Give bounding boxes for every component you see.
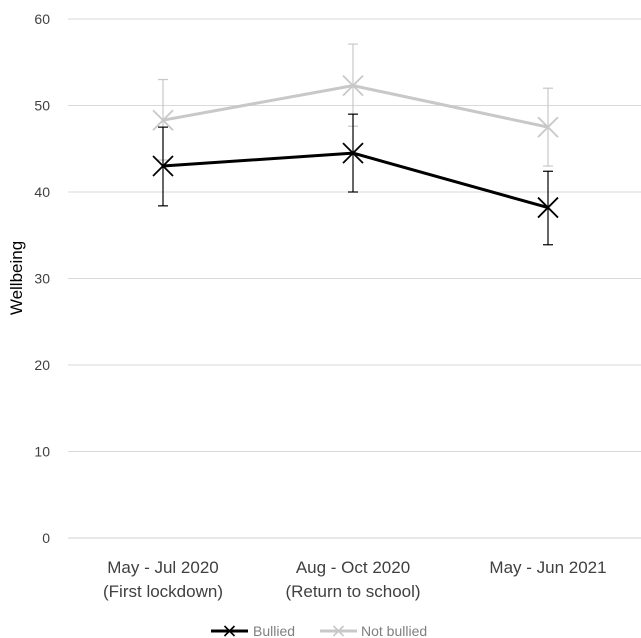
series-line (162, 84, 549, 129)
marker-stroke (342, 142, 364, 164)
marker-stroke (152, 109, 174, 131)
x-category-2: May - Jun 2021 (489, 558, 606, 577)
y-tick-label-20: 20 (34, 357, 50, 373)
x-category-1: Aug - Oct 2020 (Return to school) (285, 558, 420, 601)
y-tick-labels: 0 10 20 30 40 50 60 (34, 11, 50, 546)
y-axis-title: Wellbeing (7, 241, 26, 315)
x-category-0: May - Jul 2020 (First lockdown) (103, 558, 223, 601)
data-point-marker (342, 142, 364, 164)
x-category-label-line: (Return to school) (285, 582, 420, 601)
x-category-labels: May - Jul 2020 (First lockdown) Aug - Oct … (103, 558, 607, 601)
y-tick-label-30: 30 (34, 271, 50, 287)
x-category-label-line: Aug - Oct 2020 (296, 558, 410, 577)
marker-stroke (537, 196, 559, 219)
y-tick-label-60: 60 (34, 11, 50, 27)
y-tick-label-10: 10 (34, 444, 50, 460)
legend-item-not-bullied: Not bullied (320, 623, 427, 638)
marker-stroke (342, 74, 364, 97)
legend-label: Not bullied (361, 623, 427, 638)
series-line (162, 151, 549, 210)
x-category-label-line: May - Jul 2020 (107, 558, 219, 577)
gridlines (68, 18, 641, 539)
legend-marker (332, 625, 345, 637)
data-point-marker (152, 109, 174, 131)
marker-stroke (152, 155, 174, 177)
legend: Bullied Not bullied (211, 623, 427, 638)
y-tick-label-40: 40 (34, 184, 50, 200)
legend-item-bullied: Bullied (211, 623, 295, 638)
legend-marker (223, 625, 236, 637)
x-category-label-line: May - Jun 2021 (489, 558, 606, 577)
y-tick-label-50: 50 (34, 98, 50, 114)
series-group (152, 43, 559, 246)
marker-stroke (537, 116, 559, 138)
series-bullied (152, 113, 559, 246)
legend-label: Bullied (253, 623, 295, 638)
data-point-marker (342, 74, 364, 97)
data-point-marker (152, 155, 174, 177)
data-point-marker (537, 116, 559, 138)
x-category-label-line: (First lockdown) (103, 582, 223, 601)
y-tick-label-0: 0 (42, 530, 50, 546)
data-point-marker (537, 196, 559, 219)
